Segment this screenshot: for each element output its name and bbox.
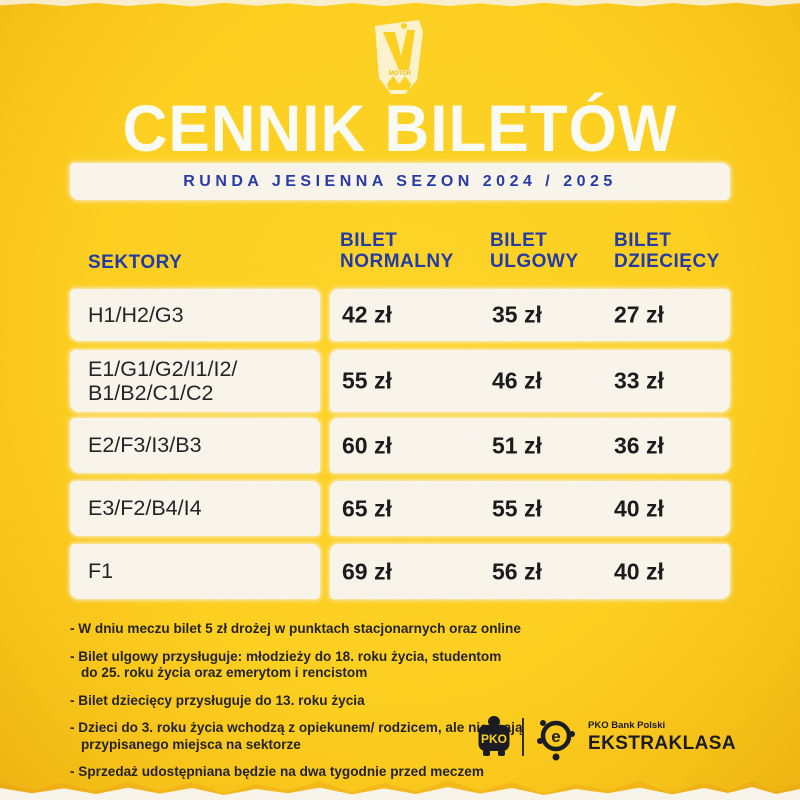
- column-header-sectors: SEKTORY: [88, 252, 183, 273]
- sponsor-logos: PKO e PKO Bank Polski EKSTRAKLASA: [477, 710, 736, 764]
- sector-label: H1/H2/G3: [70, 289, 320, 341]
- price-reduced: 51 zł: [492, 432, 542, 458]
- footnotes: - W dniu meczu bilet 5 zł drożej w punkt…: [70, 621, 562, 792]
- pko-logo-text: PKO: [481, 732, 507, 746]
- price-normal: 42 zł: [342, 301, 392, 328]
- price-reduced: 55 zł: [492, 495, 542, 521]
- price-normal: 69 zł: [342, 558, 392, 584]
- sector-label: F1: [70, 544, 320, 599]
- svg-text:e: e: [551, 727, 560, 746]
- sector-label: E3/F2/B4/I4: [70, 481, 320, 536]
- subtitle-text: RUNDA JESIENNA SEZON 2024 / 2025: [183, 172, 617, 190]
- subtitle-band: RUNDA JESIENNA SEZON 2024 / 2025: [70, 163, 730, 200]
- table-row: F1 69 zł 56 zł 40 zł: [70, 544, 730, 599]
- price-cells: 65 zł 55 zł 40 zł: [330, 481, 730, 536]
- club-crest-icon: MOTOR: [375, 20, 423, 94]
- table-row: H1/H2/G3 42 zł 35 zł 27 zł: [70, 289, 730, 341]
- pko-bank-polski-label: PKO Bank Polski: [588, 720, 666, 732]
- table-row: E3/F2/B4/I4 65 zł 55 zł 40 zł: [70, 481, 730, 536]
- price-reduced: 35 zł: [492, 301, 542, 328]
- footnote: - Bilet ulgowy przysługuje: młodzieży do…: [70, 648, 502, 681]
- sector-label: E1/G1/G2/I1/I2/ B1/B2/C1/C2: [70, 350, 320, 412]
- table-column-headers: SEKTORY BILET NORMALNY BILET ULGOWY BILE…: [70, 228, 730, 274]
- ekstraklasa-label: EKSTRAKLASA: [588, 732, 736, 754]
- table-row: E2/F3/I3/B3 60 zł 51 zł 36 zł: [70, 418, 730, 473]
- page-title: CENNIK BILETÓW: [122, 92, 678, 167]
- price-reduced: 56 zł: [492, 558, 542, 584]
- footnote: - W dniu meczu bilet 5 zł drożej w punkt…: [70, 621, 521, 636]
- price-child: 40 zł: [614, 495, 664, 521]
- torn-paper-top-edge: [0, 0, 800, 7]
- column-header-child-ticket: BILET DZIECIĘCY: [614, 230, 720, 272]
- price-child: 36 zł: [614, 432, 664, 458]
- club-crest-wordmark: MOTOR: [389, 71, 412, 77]
- price-normal: 60 zł: [342, 432, 392, 458]
- footnote: - Sprzedaż udostępniana będzie na dwa ty…: [70, 764, 484, 779]
- price-child: 27 zł: [614, 301, 664, 328]
- price-cells: 42 zł 35 zł 27 zł: [330, 289, 730, 341]
- sector-label: E2/F3/I3/B3: [70, 418, 320, 473]
- price-cells: 55 zł 46 zł 33 zł: [330, 350, 730, 412]
- footnote: - Bilet dziecięcy przysługuje do 13. rok…: [70, 692, 365, 708]
- price-cells: 60 zł 51 zł 36 zł: [330, 418, 730, 473]
- logo-divider: [522, 718, 525, 756]
- price-cells: 69 zł 56 zł 40 zł: [330, 544, 730, 599]
- price-normal: 65 zł: [342, 495, 392, 521]
- pko-bank-icon: PKO: [478, 716, 510, 756]
- table-row: E1/G1/G2/I1/I2/ B1/B2/C1/C2 55 zł 46 zł …: [70, 350, 730, 412]
- price-child: 40 zł: [614, 558, 664, 584]
- price-normal: 55 zł: [342, 367, 392, 394]
- ekstraklasa-wordmark: PKO Bank Polski EKSTRAKLASA: [588, 721, 736, 753]
- price-reduced: 46 zł: [492, 367, 542, 394]
- price-child: 33 zł: [614, 367, 664, 394]
- ekstraklasa-crest-icon: e: [537, 720, 576, 761]
- column-header-normal-ticket: BILET NORMALNY: [340, 230, 454, 272]
- column-header-reduced-ticket: BILET ULGOWY: [490, 230, 579, 272]
